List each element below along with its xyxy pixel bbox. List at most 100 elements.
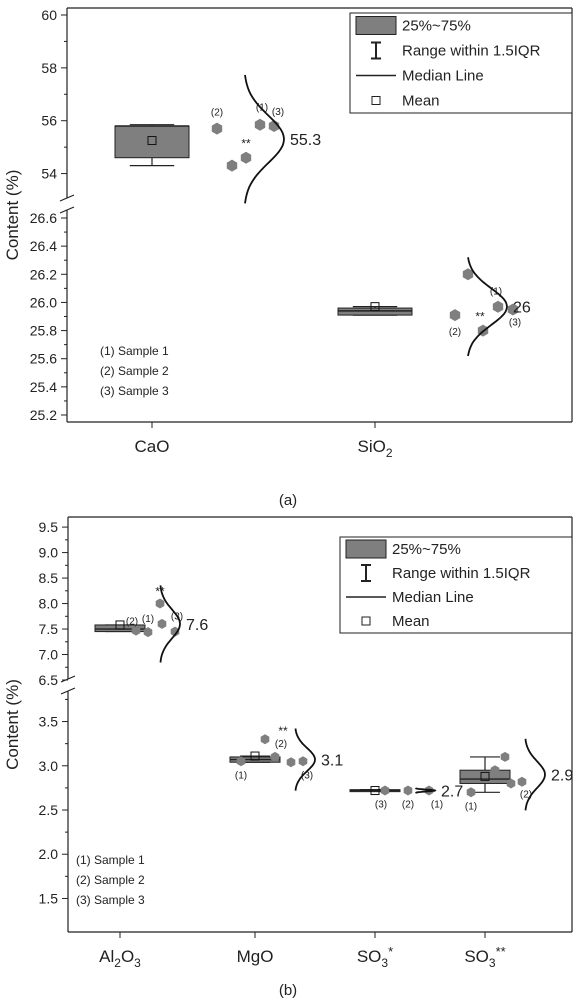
data-point — [492, 300, 504, 313]
sample-note: (3) Sample 3 — [100, 384, 169, 398]
data-point — [500, 751, 510, 762]
legend-label: 25%~75% — [392, 541, 461, 558]
data-point — [506, 778, 516, 789]
panel-b: 1.5 2.0 2.5 3.0 3.5 6.5 7.0 7.5 8.0 8.5 9.0 9.5 Cont… — [3, 516, 573, 999]
panel-a: 54 56 58 60 25.2 25.4 25.6 25.8 26.0 26.2 26.4 26.6… — [3, 7, 573, 509]
significance-marker: ** — [475, 310, 485, 324]
normal-curve — [294, 728, 316, 791]
mean-marker — [250, 751, 260, 761]
legend-label: Median Line — [402, 68, 484, 85]
axis-break-mark — [59, 194, 75, 202]
y-tick-label: 9.0 — [39, 545, 59, 561]
sample-label: (2) — [402, 800, 414, 811]
data-point — [236, 756, 246, 767]
y-tick-label: 58 — [41, 60, 57, 76]
data-point — [157, 618, 167, 629]
y-tick-label: 26.4 — [30, 238, 57, 254]
y-tick-label: 3.5 — [39, 714, 59, 730]
mean-marker — [370, 302, 380, 312]
y-tick-label: 26.2 — [30, 266, 57, 282]
iqr-box — [114, 125, 190, 159]
y-tick-label: 2.0 — [39, 846, 59, 862]
y-tick-label: 60 — [41, 7, 57, 23]
y-tick-label: 25.6 — [30, 351, 57, 367]
x-tick-label: MgO — [237, 947, 274, 966]
axis-break-mark — [60, 687, 76, 695]
normal-curve — [414, 787, 437, 794]
x-tick-label: CaO — [135, 437, 170, 456]
distribution-mean-label: 7.6 — [186, 617, 208, 634]
panel-caption: (a) — [279, 492, 297, 509]
data-point — [449, 309, 461, 322]
data-point — [260, 734, 270, 745]
data-point — [286, 757, 296, 768]
y-axis-title: Content (%) — [3, 170, 22, 261]
y-tick-label: 8.0 — [39, 596, 59, 612]
axis-break-mark — [60, 675, 76, 683]
x-tick-label: SO3** — [464, 944, 505, 970]
y-tick-label: 7.0 — [39, 647, 59, 663]
sample-label: (1) — [235, 770, 247, 781]
axis-break-mark — [59, 206, 75, 214]
legend-mean-swatch — [361, 616, 371, 626]
normal-curve — [524, 738, 546, 811]
data-point — [254, 118, 266, 131]
legend-label: Range within 1.5IQR — [402, 43, 541, 60]
normal-curve — [467, 257, 508, 357]
sample-label: (3) — [301, 770, 313, 781]
data-point — [155, 598, 165, 609]
legend-label: Median Line — [392, 589, 474, 606]
sample-label: (3) — [375, 800, 387, 811]
x-tick-label: SiO2 — [357, 437, 392, 460]
x-tick-label: Al2O3 — [99, 947, 141, 970]
data-point — [507, 303, 519, 316]
sample-note: (1) Sample 1 — [76, 853, 145, 867]
data-point — [403, 785, 413, 796]
panel-caption: (b) — [279, 982, 297, 999]
y-tick-label: 3.0 — [39, 758, 59, 774]
normal-curve — [159, 585, 181, 663]
data-point — [143, 627, 153, 638]
y-tick-label: 56 — [41, 113, 57, 129]
sample-label: (3) — [509, 317, 521, 328]
y-tick-label: 25.4 — [30, 379, 57, 395]
legend-label: 25%~75% — [402, 18, 471, 35]
data-point — [462, 268, 474, 281]
x-tick-label: SO3* — [357, 944, 393, 970]
data-point — [211, 122, 223, 135]
significance-marker: ** — [241, 137, 251, 151]
y-tick-label: 6.5 — [39, 672, 59, 688]
data-point — [270, 751, 280, 762]
sample-label: (2) — [520, 790, 532, 801]
legend-box-swatch — [355, 16, 397, 35]
significance-marker: ** — [155, 585, 165, 599]
sample-label: (3) — [272, 107, 284, 118]
sample-label: (2) — [126, 617, 138, 628]
data-point — [226, 159, 238, 172]
distribution-mean-label: 3.1 — [321, 753, 343, 770]
legend-box-swatch — [345, 539, 387, 559]
data-point — [170, 626, 180, 637]
sample-note: (2) Sample 2 — [76, 873, 145, 887]
normal-curve — [244, 74, 285, 204]
sample-note: (1) Sample 1 — [100, 344, 169, 358]
sample-label: (2) — [211, 108, 223, 119]
iqr-box — [94, 624, 146, 633]
mean-marker — [480, 771, 490, 781]
distribution-mean-label: 55.3 — [290, 132, 321, 149]
distribution-mean-label: 26 — [513, 300, 531, 317]
y-tick-label: 8.5 — [39, 570, 59, 586]
y-tick-label: 1.5 — [39, 890, 59, 906]
distribution-mean-label: 2.9 — [551, 768, 573, 785]
mean-marker — [147, 136, 157, 146]
y-tick-label: 25.8 — [30, 323, 57, 339]
mean-marker — [370, 786, 380, 796]
data-point — [517, 776, 527, 787]
iqr-box — [337, 307, 413, 316]
significance-marker: ** — [278, 724, 288, 738]
legend-label: Range within 1.5IQR — [392, 565, 531, 582]
data-point — [131, 625, 141, 636]
sample-note: (3) Sample 3 — [76, 893, 145, 907]
legend: 25%~75% Range within 1.5IQR Median Line Mea… — [349, 12, 573, 114]
